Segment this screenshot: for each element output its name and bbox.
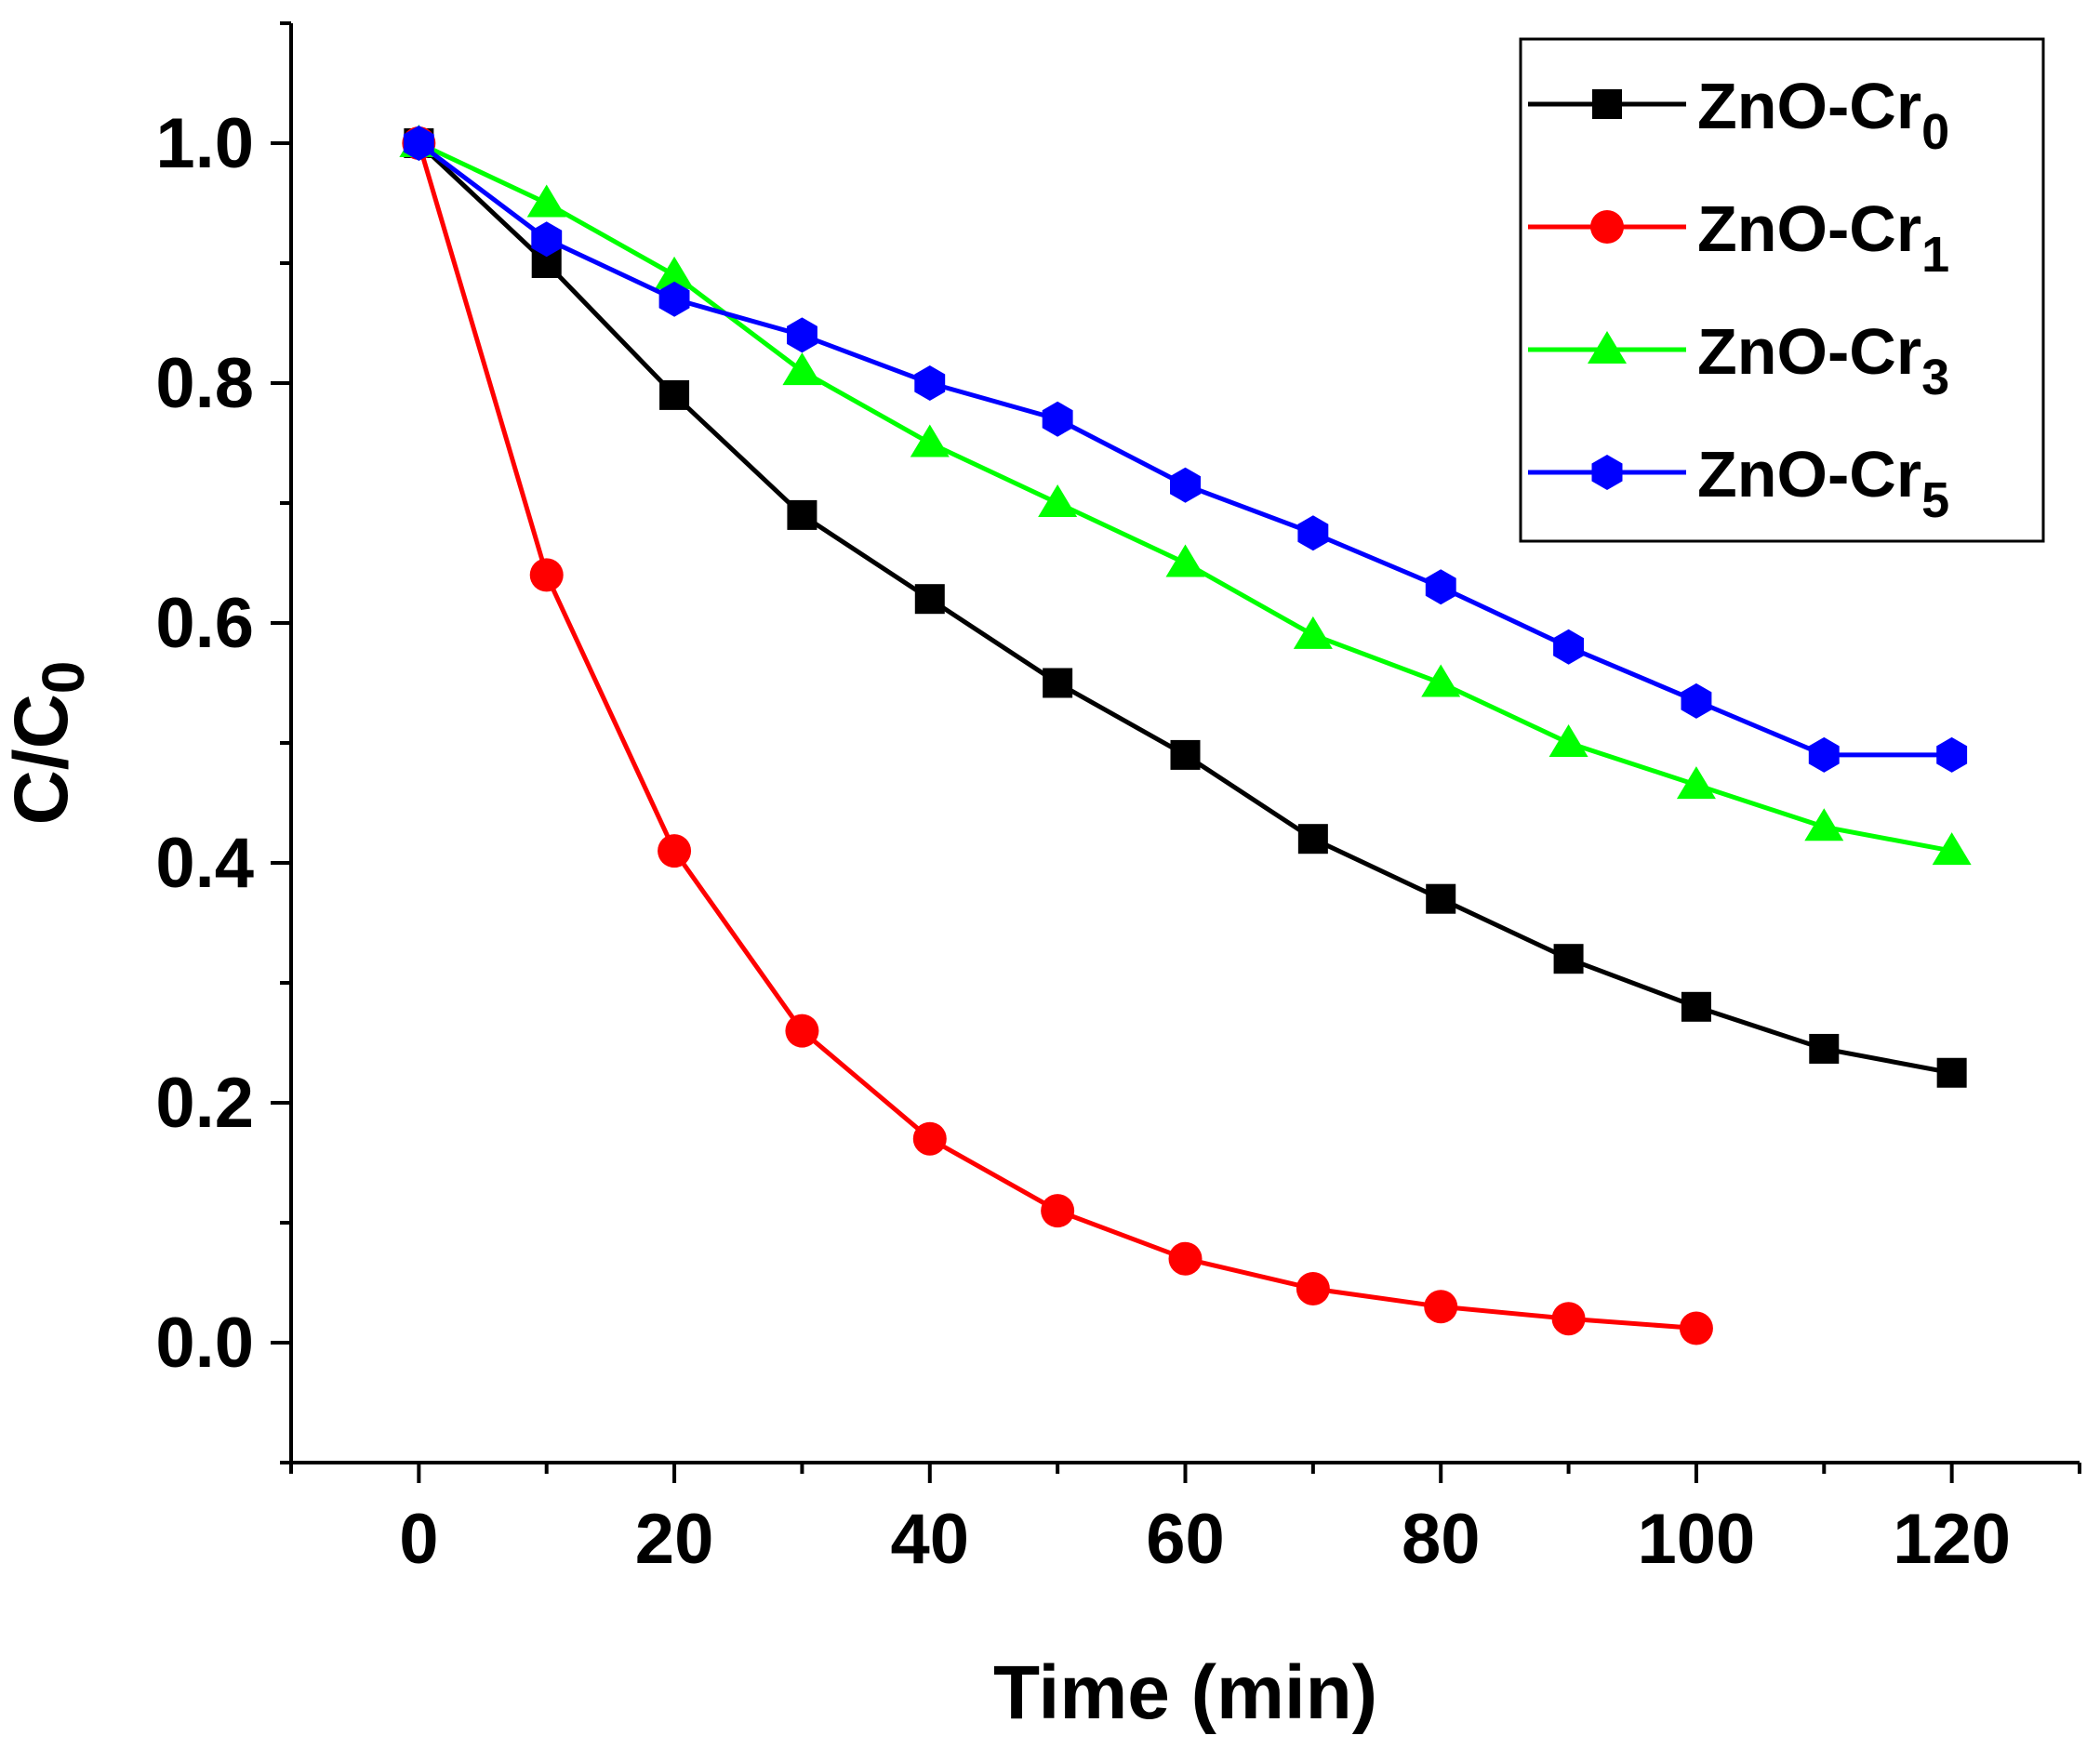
y-tick-label: 0.2	[155, 1064, 254, 1143]
data-point-ZnO-Cr3	[1676, 766, 1716, 800]
data-point-ZnO-Cr0	[1936, 1057, 1967, 1088]
legend-item-ZnO-Cr0: ZnO-Cr0	[1528, 70, 1949, 160]
data-point-ZnO-Cr5	[1042, 401, 1073, 437]
legend-label-main: ZnO-Cr	[1697, 315, 1921, 388]
data-point-ZnO-Cr3	[1421, 664, 1461, 697]
data-point-ZnO-Cr1	[1041, 1194, 1075, 1228]
y-tick-label: 0.0	[155, 1304, 254, 1383]
legend-label-subscript: 5	[1921, 472, 1949, 528]
legend-item-ZnO-Cr3: ZnO-Cr3	[1528, 315, 1949, 405]
data-point-ZnO-Cr0	[1681, 991, 1711, 1022]
y-tick-label: 0.6	[155, 584, 254, 663]
y-axis-title-main: C/C	[0, 694, 84, 825]
y-axis-title: C/C0	[0, 661, 97, 826]
data-point-ZnO-Cr5	[403, 126, 434, 161]
legend-marker	[1591, 455, 1623, 490]
data-point-ZnO-Cr5	[914, 365, 946, 401]
y-tick-label: 1.0	[155, 104, 254, 183]
data-point-ZnO-Cr0	[787, 499, 817, 530]
data-point-ZnO-Cr1	[785, 1014, 819, 1048]
data-point-ZnO-Cr3	[1932, 832, 1972, 866]
data-point-ZnO-Cr5	[787, 317, 817, 353]
data-point-ZnO-Cr3	[782, 352, 822, 386]
x-tick-label: 60	[1146, 1500, 1225, 1579]
legend-item-ZnO-Cr1: ZnO-Cr1	[1528, 192, 1949, 283]
data-point-ZnO-Cr3	[526, 184, 566, 218]
data-point-ZnO-Cr1	[1296, 1271, 1330, 1305]
legend-label-subscript: 3	[1921, 350, 1949, 405]
data-point-ZnO-Cr5	[531, 221, 563, 258]
y-axis-title-subscript: 0	[30, 661, 97, 695]
data-point-ZnO-Cr1	[1551, 1302, 1586, 1336]
x-tick-label: 120	[1893, 1500, 2011, 1579]
data-point-ZnO-Cr1	[912, 1121, 947, 1156]
legend-label: ZnO-Cr0	[1697, 70, 1949, 160]
legend-marker	[1590, 210, 1624, 244]
data-point-ZnO-Cr3	[1038, 484, 1078, 517]
y-tick-label: 0.4	[155, 824, 254, 903]
data-point-ZnO-Cr3	[1165, 544, 1205, 577]
data-point-ZnO-Cr5	[1936, 736, 1968, 773]
legend-label-main: ZnO-Cr	[1697, 192, 1921, 265]
x-tick-label: 40	[891, 1500, 970, 1579]
data-point-ZnO-Cr1	[529, 558, 564, 592]
data-point-ZnO-Cr0	[914, 584, 945, 615]
data-point-ZnO-Cr1	[1424, 1290, 1458, 1324]
x-axis-title: Time (min)	[993, 1650, 1377, 1735]
data-point-ZnO-Cr5	[1170, 467, 1201, 503]
data-point-ZnO-Cr0	[1297, 824, 1328, 855]
data-point-ZnO-Cr5	[1681, 682, 1712, 719]
data-point-ZnO-Cr0	[1170, 739, 1201, 770]
data-point-ZnO-Cr5	[1297, 515, 1329, 551]
x-tick-label: 100	[1638, 1500, 1756, 1579]
data-point-ZnO-Cr3	[1548, 724, 1588, 757]
data-point-ZnO-Cr1	[1168, 1241, 1203, 1276]
legend-label: ZnO-Cr1	[1697, 192, 1949, 283]
legend-label: ZnO-Cr3	[1697, 315, 1949, 405]
x-tick-label: 80	[1402, 1500, 1481, 1579]
data-point-ZnO-Cr3	[655, 256, 695, 289]
x-tick-label: 20	[635, 1500, 714, 1579]
legend-label-subscript: 1	[1921, 227, 1949, 283]
legend-label-main: ZnO-Cr	[1697, 70, 1921, 142]
y-tick-label: 0.8	[155, 344, 254, 423]
data-point-ZnO-Cr0	[1809, 1033, 1840, 1064]
data-point-ZnO-Cr0	[659, 379, 690, 410]
legend-item-ZnO-Cr5: ZnO-Cr5	[1528, 438, 1949, 528]
data-point-ZnO-Cr0	[1043, 668, 1073, 698]
data-point-ZnO-Cr3	[1804, 808, 1844, 841]
data-point-ZnO-Cr5	[658, 281, 690, 317]
data-point-ZnO-Cr5	[1808, 736, 1840, 773]
data-point-ZnO-Cr0	[1553, 944, 1584, 974]
data-point-ZnO-Cr1	[658, 834, 692, 868]
data-point-ZnO-Cr3	[910, 424, 950, 457]
data-point-ZnO-Cr5	[1553, 629, 1584, 665]
plot-area	[399, 125, 1972, 1345]
legend-marker	[1588, 331, 1627, 364]
data-point-ZnO-Cr3	[1293, 616, 1333, 649]
series-ZnO-Cr5	[403, 126, 1968, 773]
legend-label-main: ZnO-Cr	[1697, 438, 1921, 510]
data-point-ZnO-Cr5	[1425, 569, 1456, 605]
legend-marker	[1592, 89, 1622, 119]
x-tick-label: 0	[399, 1500, 438, 1579]
data-point-ZnO-Cr1	[1679, 1311, 1713, 1345]
legend-label-subscript: 0	[1921, 104, 1949, 160]
legend-label: ZnO-Cr5	[1697, 438, 1949, 528]
data-point-ZnO-Cr0	[1426, 883, 1456, 914]
